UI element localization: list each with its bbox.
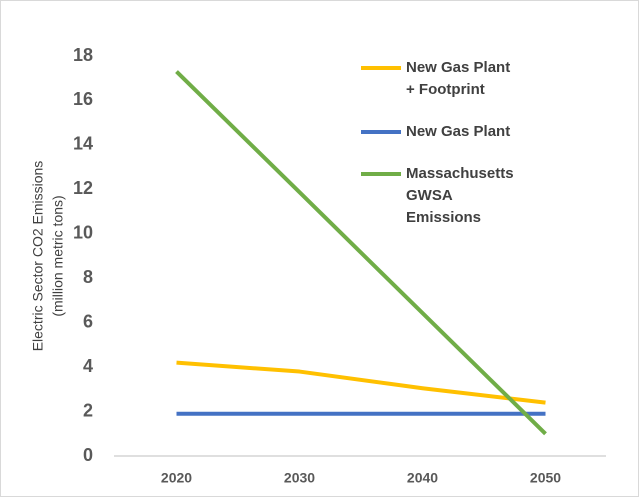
x-tick-label: 2050 <box>530 470 561 486</box>
legend: New Gas Plant + Footprint New Gas Plant Ma… <box>361 57 521 249</box>
legend-item: New Gas Plant + Footprint <box>361 57 521 101</box>
y-tick-label: 0 <box>83 445 93 465</box>
y-axis-label: Electric Sector CO2 Emissions <box>30 161 46 352</box>
legend-swatch <box>361 130 401 134</box>
x-tick-label: 2030 <box>284 470 315 486</box>
y-axis-label: (million metric tons) <box>50 195 66 316</box>
y-tick-label: 2 <box>83 400 93 420</box>
y-tick-label: 8 <box>83 267 93 287</box>
data-line <box>175 70 547 436</box>
x-tick-label: 2020 <box>161 470 192 486</box>
y-tick-label: 16 <box>73 89 93 109</box>
legend-label: Massachusetts GWSA Emissions <box>406 165 514 226</box>
data-line <box>176 360 546 405</box>
y-tick-label: 14 <box>73 134 93 154</box>
legend-swatch <box>361 172 401 176</box>
y-tick-label: 4 <box>83 356 93 376</box>
y-tick-label: 6 <box>83 311 93 331</box>
x-tick-label: 2040 <box>407 470 438 486</box>
legend-swatch <box>361 66 401 70</box>
legend-item: New Gas Plant <box>361 121 521 143</box>
y-tick-label: 12 <box>73 178 93 198</box>
y-tick-label: 10 <box>73 223 93 243</box>
legend-item: Massachusetts GWSA Emissions <box>361 163 521 229</box>
legend-label: New Gas Plant + Footprint <box>406 59 511 98</box>
legend-label: New Gas Plant <box>406 123 511 140</box>
y-tick-label: 18 <box>73 45 93 65</box>
